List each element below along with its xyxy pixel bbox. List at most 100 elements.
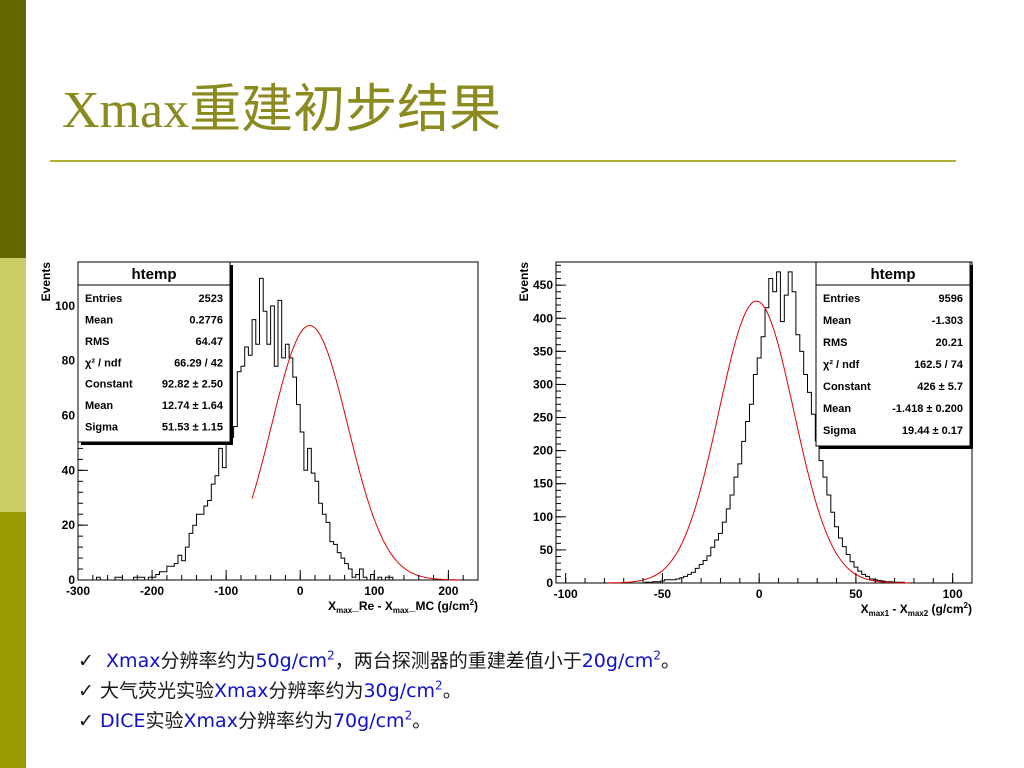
- stats-row-value: 19.44 ± 0.17: [902, 425, 963, 437]
- x-axis-label-part: ): [474, 599, 478, 613]
- x-axis-label-part: _MC (g/cm: [408, 599, 470, 613]
- y-tick-label: 100: [533, 510, 553, 524]
- histogram-canvas-right: 0 50 100 150 200 250 300 350 400 450 -100 -50 0 50 100…: [517, 261, 973, 618]
- x-tick-label: -100: [554, 587, 578, 601]
- superscript: 2: [435, 678, 443, 693]
- y-tick-label: 350: [533, 344, 553, 358]
- y-tick-label: 400: [533, 311, 553, 325]
- stats-title: htemp: [132, 266, 177, 283]
- x-axis-label-part: max1: [869, 609, 890, 618]
- histogram-line: [78, 277, 478, 581]
- x-tick-label: 200: [438, 584, 458, 598]
- y-tick-label: 40: [62, 463, 76, 477]
- x-tick-label: -300: [66, 584, 90, 598]
- stats-box-frame: [815, 261, 971, 447]
- x-axis-label-part: max2: [908, 609, 929, 618]
- bullet-text: 70g/cm: [332, 710, 405, 732]
- x-axis-label: Xmax_Re - Xmax_MC (g/cm2): [328, 598, 478, 615]
- gaussian-fit-curve: [608, 300, 911, 584]
- stats-row-label: Constant: [823, 381, 871, 393]
- stats-row-value: 0.2776: [189, 314, 223, 326]
- stats-row-value: 51.53 ± 1.15: [162, 422, 223, 434]
- y-tick-label: 0: [68, 573, 75, 587]
- bullet-text: 大气荧光实验: [100, 680, 215, 702]
- y-tick-label: 200: [533, 444, 553, 458]
- superscript: 2: [653, 648, 661, 663]
- bullet-text: Xmax: [214, 680, 269, 702]
- bullet-text: 50g/cm: [255, 650, 328, 672]
- bullet-text: Xmax: [100, 650, 161, 672]
- histogram-canvas-left: 0 20 40 60 80 100 -300 -200 -100 0 100 200 Events Xma…: [39, 261, 479, 615]
- stats-row-value: 426 ± 5.7: [917, 381, 963, 393]
- y-tick-label: 250: [533, 411, 553, 425]
- histogram-plot-right: 0 50 100 150 200 250 300 350 400 450 -100 -50 0 50 100…: [510, 240, 980, 626]
- bullet-text: DICE: [100, 710, 146, 732]
- y-tick-label: 60: [62, 409, 76, 423]
- x-axis-label-part: X: [861, 602, 869, 616]
- superscript: 2: [327, 648, 335, 663]
- stats-row-label: Entries: [823, 293, 860, 305]
- bullet-item: ✓ DICE实验Xmax分辨率约为70g/cm2。: [78, 706, 1008, 736]
- x-tick-label: 100: [943, 587, 963, 601]
- y-tick-label: 100: [55, 299, 75, 313]
- stats-box: htemp Entries 9596 Mean -1.303 RMS 20.21 χ² / n…: [815, 261, 973, 449]
- y-axis-label: Events: [517, 262, 531, 302]
- histogram-plot-left: 0 20 40 60 80 100 -300 -200 -100 0 100 200 Events Xma…: [28, 240, 490, 626]
- superscript: 2: [404, 708, 413, 723]
- y-tick-label: 150: [533, 477, 553, 491]
- bullet-text: 。: [412, 710, 432, 732]
- bullet-text: 分辨率约为: [237, 710, 333, 732]
- stats-row-value: 20.21: [935, 337, 963, 349]
- x-axis-label-part: _Re - X: [351, 599, 393, 613]
- stats-row-label: χ² / ndf: [85, 357, 122, 369]
- y-tick-label: 50: [540, 543, 554, 557]
- stats-row-value: 66.29 / 42: [174, 357, 223, 369]
- bullet-text: 分辨率约为: [268, 680, 364, 702]
- x-tick-label: 100: [364, 584, 384, 598]
- stats-row-value: 162.5 / 74: [914, 359, 964, 371]
- bullet-text: 实验: [145, 710, 184, 732]
- bullet-text: 20g/cm: [581, 650, 654, 672]
- bullet-text: 30g/cm: [363, 680, 436, 702]
- x-tick-label: -50: [654, 587, 672, 601]
- histogram-line: [556, 271, 971, 584]
- stats-row-label: RMS: [823, 337, 847, 349]
- x-tick-label: 0: [756, 587, 763, 601]
- stats-row-label: Sigma: [85, 422, 119, 434]
- stats-box: htemp Entries 2523 Mean 0.2776 RMS 64.47 χ² / n…: [77, 261, 233, 445]
- stats-row-value: 12.74 ± 1.64: [162, 400, 224, 412]
- stats-row-label: Mean: [85, 314, 113, 326]
- stats-row-label: Mean: [823, 315, 851, 327]
- x-tick-label: -200: [140, 584, 164, 598]
- stats-row-value: 64.47: [195, 336, 223, 348]
- x-axis-label: Xmax1 - Xmax2 (g/cm2): [861, 601, 972, 618]
- y-tick-label: 300: [533, 377, 553, 391]
- side-bar-top: [0, 0, 26, 258]
- x-tick-label: 0: [297, 584, 304, 598]
- x-axis-label-part: max: [336, 606, 353, 615]
- checkmark-icon: ✓: [78, 710, 94, 732]
- stats-row-label: RMS: [85, 336, 109, 348]
- stats-row-value: -1.418 ± 0.200: [892, 403, 963, 415]
- stats-row-value: 2523: [199, 293, 223, 305]
- checkmark-icon: ✓: [78, 680, 94, 702]
- bullet-text: ，两台探测器的重建差值小于: [334, 650, 582, 672]
- stats-row-label: χ² / ndf: [823, 359, 860, 371]
- y-axis-label: Events: [39, 262, 53, 302]
- x-tick-label: 50: [849, 587, 863, 601]
- stats-title: htemp: [871, 266, 916, 283]
- bullet-list: ✓ Xmax分辨率约为50g/cm2，两台探测器的重建差值小于20g/cm2。 ✓…: [78, 646, 1008, 736]
- stats-row-value: 9596: [939, 293, 963, 305]
- y-tick-label: 80: [62, 354, 76, 368]
- title-underline: [50, 160, 956, 162]
- bullet-text: 分辨率约为: [160, 650, 256, 672]
- x-axis-label-part: - X: [889, 602, 908, 616]
- x-tick-label: -100: [214, 584, 238, 598]
- x-axis-label-part: max: [393, 606, 410, 615]
- x-axis-label-part: 2: [964, 601, 969, 610]
- stats-box-frame: [77, 261, 231, 443]
- y-tick-label: 450: [533, 278, 553, 292]
- bullet-text: 。: [442, 680, 462, 702]
- x-axis-label-part: 2: [470, 598, 475, 607]
- stats-row-label: Mean: [85, 400, 113, 412]
